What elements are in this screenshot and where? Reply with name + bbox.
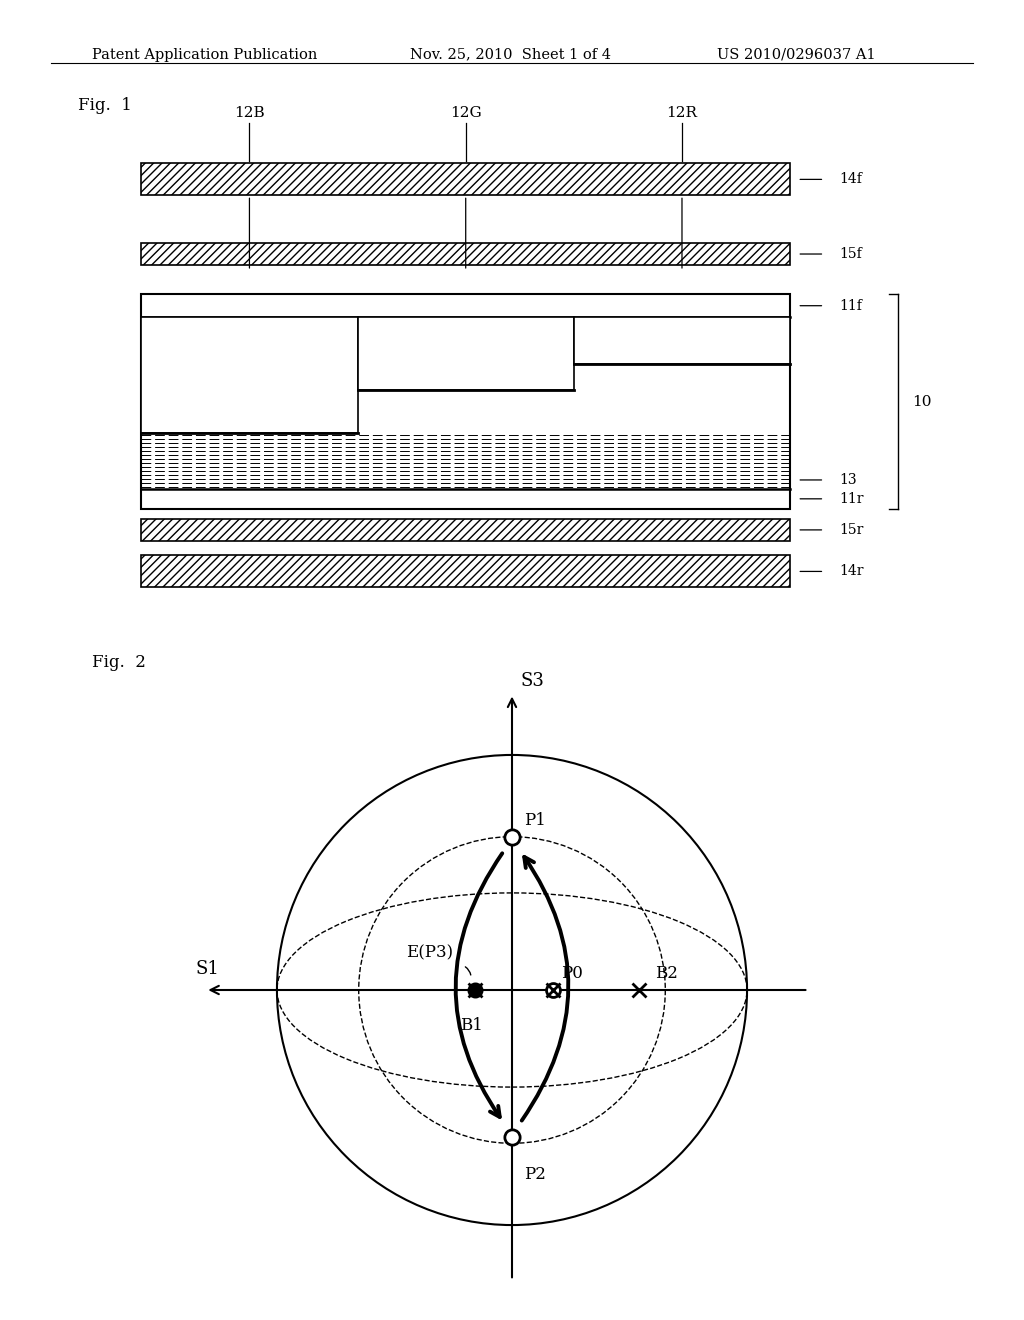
Text: 15r: 15r: [840, 523, 864, 537]
Bar: [141, 317, 357, 433]
Text: 10: 10: [911, 395, 931, 409]
Bar: [141, 519, 791, 541]
Text: 12G: 12G: [450, 106, 481, 120]
Text: S1: S1: [196, 960, 219, 978]
Bar: [141, 294, 791, 510]
Text: 14f: 14f: [840, 173, 862, 186]
Text: 11f: 11f: [840, 298, 862, 313]
Text: P0: P0: [561, 965, 583, 982]
Text: 12B: 12B: [234, 106, 265, 120]
Text: P1: P1: [524, 812, 546, 829]
Text: B2: B2: [655, 965, 678, 982]
Bar: [141, 556, 791, 587]
Bar: [573, 317, 791, 364]
Text: 13: 13: [840, 473, 857, 487]
Bar: [141, 164, 791, 195]
Bar: [141, 243, 791, 265]
Text: S3: S3: [520, 672, 544, 689]
Text: Fig.  2: Fig. 2: [92, 653, 146, 671]
Text: 12R: 12R: [667, 106, 697, 120]
Text: P2: P2: [524, 1166, 546, 1183]
Text: Patent Application Publication: Patent Application Publication: [92, 48, 317, 62]
Text: US 2010/0296037 A1: US 2010/0296037 A1: [717, 48, 876, 62]
Text: 14r: 14r: [840, 565, 864, 578]
Text: 15f: 15f: [840, 247, 862, 261]
Text: 11r: 11r: [840, 492, 864, 506]
Bar: [357, 317, 573, 389]
Text: Nov. 25, 2010  Sheet 1 of 4: Nov. 25, 2010 Sheet 1 of 4: [410, 48, 610, 62]
Text: Fig.  1: Fig. 1: [78, 96, 132, 114]
Bar: [141, 433, 791, 488]
Text: B1: B1: [460, 1016, 482, 1034]
Text: E(P3): E(P3): [406, 945, 453, 962]
